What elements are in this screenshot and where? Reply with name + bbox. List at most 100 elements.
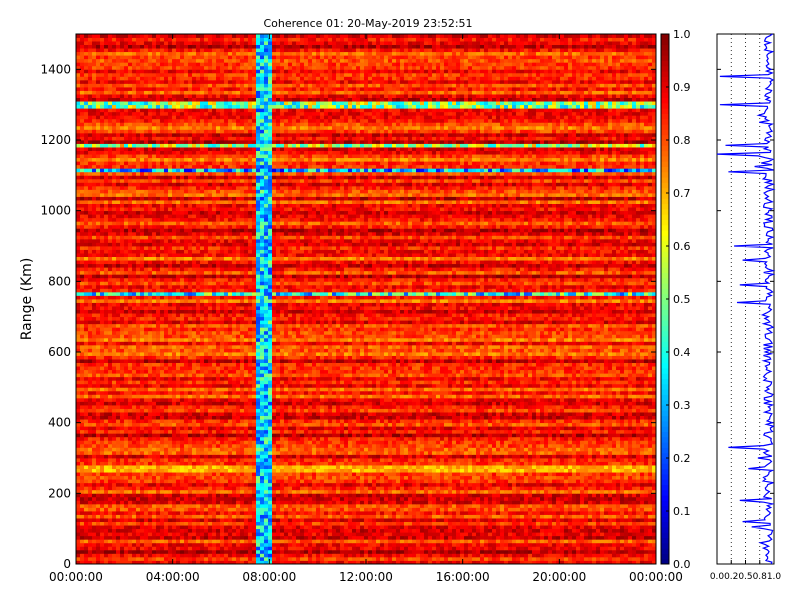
heatmap-cell: [268, 511, 272, 515]
heatmap-cell: [556, 447, 560, 451]
heatmap-cell: [384, 500, 388, 504]
heatmap-cell: [280, 507, 284, 511]
heatmap-cell: [500, 490, 504, 494]
heatmap-cell: [216, 483, 220, 487]
heatmap-cell: [636, 472, 640, 476]
heatmap-cell: [184, 525, 188, 529]
heatmap-cell: [580, 525, 584, 529]
heatmap-cell: [160, 486, 164, 490]
heatmap-cell: [328, 444, 332, 448]
heatmap-cell: [356, 539, 360, 543]
heatmap-cell: [264, 454, 268, 458]
heatmap-cell: [596, 500, 600, 504]
heatmap-cell: [628, 550, 632, 554]
heatmap-cell: [572, 451, 576, 455]
heatmap-cell: [212, 462, 216, 466]
heatmap-cell: [156, 525, 160, 529]
heatmap-cell: [448, 472, 452, 476]
heatmap-cell: [260, 493, 264, 497]
heatmap-cell: [492, 511, 496, 515]
heatmap-cell: [636, 500, 640, 504]
heatmap-cell: [128, 536, 132, 540]
heatmap-cell: [204, 462, 208, 466]
heatmap-cell: [116, 479, 120, 483]
heatmap-cell: [340, 504, 344, 508]
heatmap-cell: [424, 550, 428, 554]
heatmap-cell: [620, 518, 624, 522]
heatmap-cell: [384, 543, 388, 547]
heatmap-cell: [452, 525, 456, 529]
heatmap-cell: [208, 515, 212, 519]
heatmap-cell: [308, 532, 312, 536]
heatmap-cell: [392, 539, 396, 543]
heatmap-cell: [200, 500, 204, 504]
heatmap-cell: [644, 557, 648, 561]
heatmap-cell: [616, 469, 620, 473]
heatmap-cell: [596, 447, 600, 451]
heatmap-cell: [644, 454, 648, 458]
heatmap-cell: [328, 493, 332, 497]
heatmap-cell: [452, 479, 456, 483]
heatmap-cell: [256, 469, 260, 473]
heatmap-cell: [404, 539, 408, 543]
heatmap-cell: [152, 507, 156, 511]
heatmap-cell: [168, 550, 172, 554]
heatmap-cell: [292, 500, 296, 504]
heatmap-cell: [632, 493, 636, 497]
heatmap-cell: [640, 493, 644, 497]
heatmap-cell: [328, 486, 332, 490]
heatmap-cell: [124, 522, 128, 526]
heatmap-cell: [220, 476, 224, 480]
heatmap-cell: [144, 479, 148, 483]
heatmap-cell: [260, 454, 264, 458]
heatmap-cell: [104, 476, 108, 480]
heatmap-cell: [224, 550, 228, 554]
heatmap-cell: [204, 550, 208, 554]
heatmap-cell: [196, 497, 200, 501]
heatmap-cell: [544, 497, 548, 501]
heatmap-cell: [116, 532, 120, 536]
heatmap-cell: [216, 465, 220, 469]
heatmap-cell: [456, 444, 460, 448]
heatmap-cell: [604, 454, 608, 458]
heatmap-cell: [532, 483, 536, 487]
heatmap-cell: [240, 507, 244, 511]
heatmap-cell: [560, 497, 564, 501]
heatmap-cell: [636, 504, 640, 508]
heatmap-cell: [188, 451, 192, 455]
heatmap-cell: [412, 444, 416, 448]
heatmap-cell: [348, 462, 352, 466]
heatmap-cell: [504, 518, 508, 522]
heatmap-cell: [208, 476, 212, 480]
heatmap-cell: [372, 479, 376, 483]
heatmap-cell: [332, 529, 336, 533]
heatmap-cell: [112, 504, 116, 508]
heatmap-cell: [92, 546, 96, 550]
heatmap-cell: [296, 476, 300, 480]
heatmap-cell: [452, 557, 456, 561]
heatmap-cell: [268, 465, 272, 469]
heatmap-cell: [552, 472, 556, 476]
heatmap-cell: [628, 500, 632, 504]
heatmap-cell: [456, 483, 460, 487]
heatmap-cell: [360, 476, 364, 480]
heatmap-cell: [604, 465, 608, 469]
heatmap-cell: [276, 451, 280, 455]
heatmap-cell: [488, 454, 492, 458]
heatmap-cell: [360, 511, 364, 515]
heatmap-cell: [148, 469, 152, 473]
heatmap-cell: [280, 518, 284, 522]
heatmap-cell: [264, 465, 268, 469]
heatmap-cell: [312, 550, 316, 554]
heatmap-cell: [428, 444, 432, 448]
heatmap-cell: [640, 557, 644, 561]
heatmap-cell: [312, 504, 316, 508]
heatmap-cell: [200, 536, 204, 540]
heatmap-cell: [528, 522, 532, 526]
heatmap-cell: [632, 522, 636, 526]
heatmap-cell: [640, 546, 644, 550]
heatmap-cell: [352, 472, 356, 476]
heatmap-cell: [452, 490, 456, 494]
heatmap-cell: [484, 451, 488, 455]
heatmap-cell: [220, 532, 224, 536]
